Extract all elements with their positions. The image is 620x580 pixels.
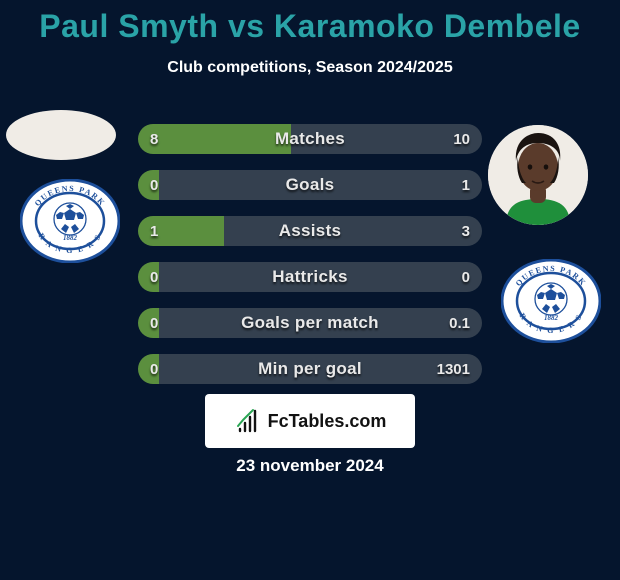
stat-row: 01Goals (138, 170, 482, 200)
stat-label: Min per goal (138, 354, 482, 384)
stat-row: 01301Min per goal (138, 354, 482, 384)
stat-label: Hattricks (138, 262, 482, 292)
player1-club-crest: QUEENS PARK R A N G E R S 1882 (20, 179, 120, 263)
player2-club-crest: QUEENS PARK R A N G E R S 1882 (501, 259, 601, 343)
snapshot-date: 23 november 2024 (0, 456, 620, 476)
subtitle: Club competitions, Season 2024/2025 (0, 59, 620, 77)
branding-text: FcTables.com (268, 411, 387, 432)
stat-row: 00Hattricks (138, 262, 482, 292)
stat-row: 810Matches (138, 124, 482, 154)
stat-row: 00.1Goals per match (138, 308, 482, 338)
player2-name: Karamoko Dembele (274, 8, 581, 44)
svg-text:1882: 1882 (544, 314, 559, 322)
stat-label: Goals per match (138, 308, 482, 338)
stats-container: 810Matches 01Goals 13Assists 00Hattricks 00.… (138, 124, 482, 400)
player1-avatar (6, 110, 116, 160)
player2-avatar (488, 125, 588, 225)
branding-logo-icon (234, 407, 262, 435)
stat-row: 13Assists (138, 216, 482, 246)
stat-label: Goals (138, 170, 482, 200)
stat-label: Matches (138, 124, 482, 154)
vs-label: vs (228, 8, 265, 44)
comparison-title: Paul Smyth vs Karamoko Dembele (0, 0, 620, 45)
svg-text:1882: 1882 (63, 234, 78, 242)
player1-name: Paul Smyth (39, 8, 218, 44)
stat-label: Assists (138, 216, 482, 246)
branding-badge: FcTables.com (205, 394, 415, 448)
